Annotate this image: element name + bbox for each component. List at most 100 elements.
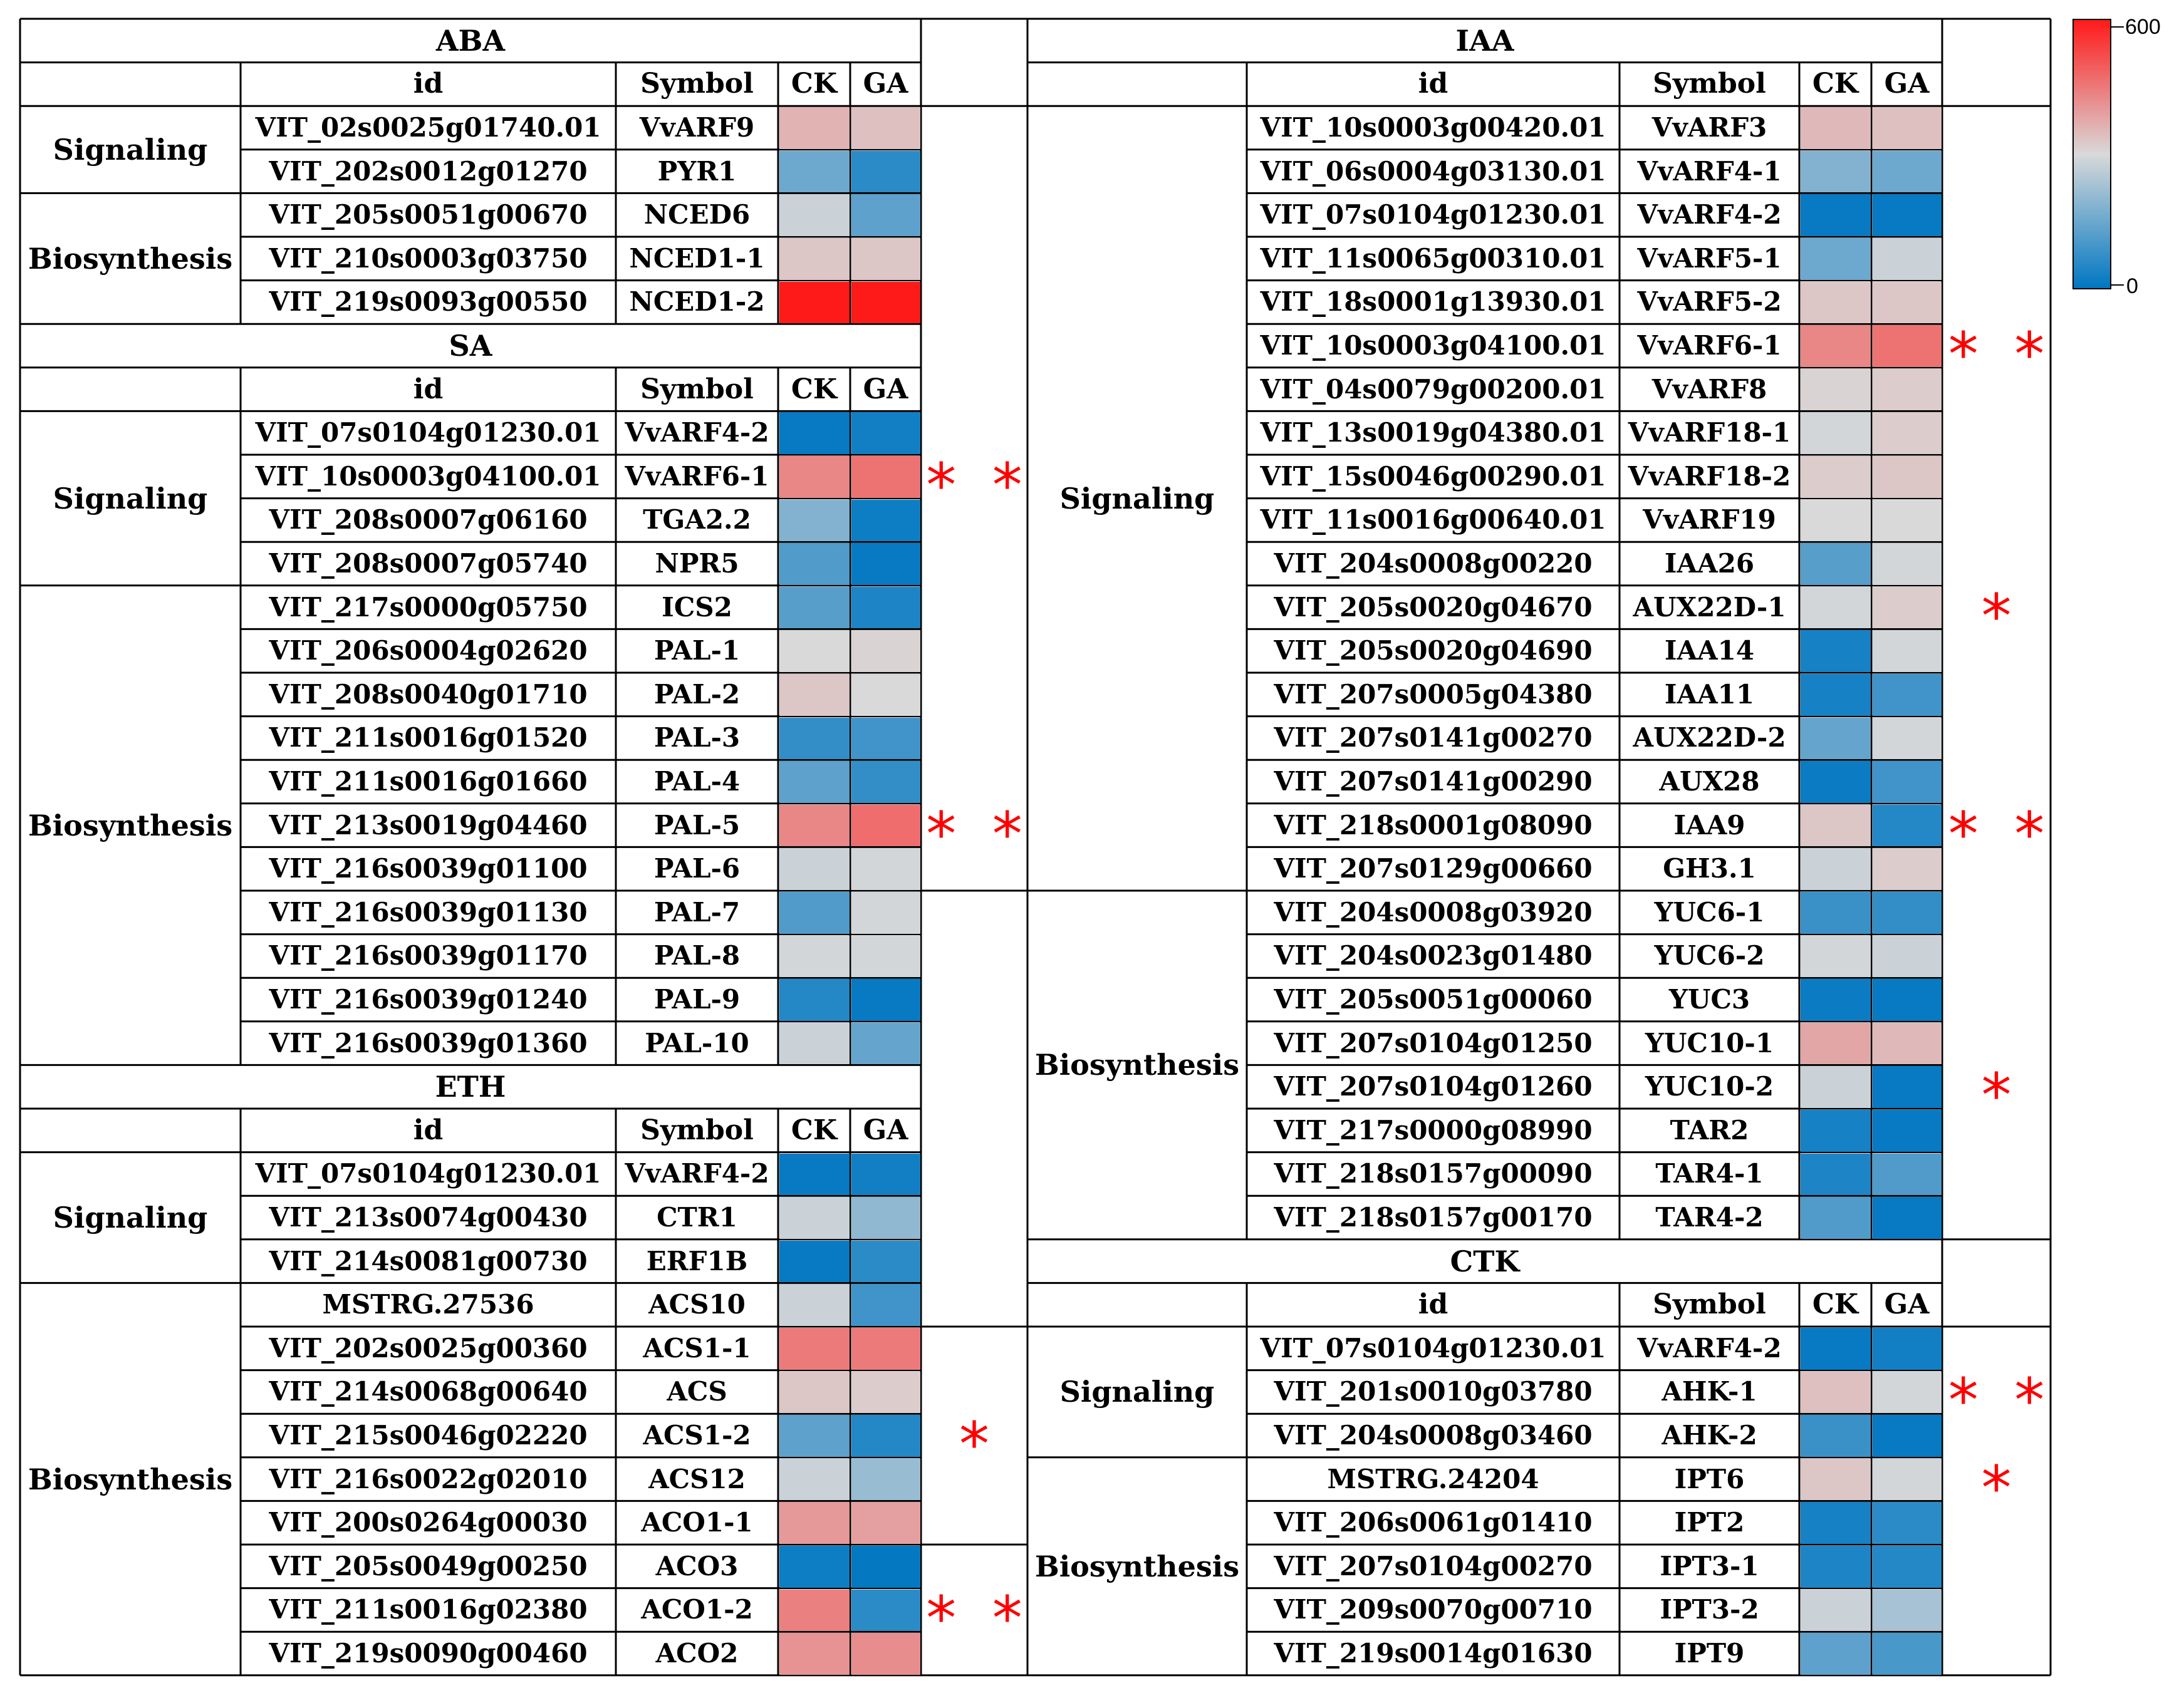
gene-id-cell: VIT_07s0104g01230.01 xyxy=(255,1158,601,1189)
heat-cell-ga xyxy=(1873,674,1942,716)
gene-symbol-cell: IPT2 xyxy=(1674,1507,1745,1538)
heat-cell-ga xyxy=(1873,979,1942,1021)
heat-cell-ck xyxy=(779,456,850,498)
heat-cell-ga xyxy=(851,935,920,978)
gene-symbol-cell: ICS2 xyxy=(662,591,732,623)
gene-id-cell: VIT_208s0007g05740 xyxy=(269,547,588,579)
gene-id-cell: VIT_216s0039g01130 xyxy=(269,896,588,928)
gene-id-cell: VIT_207s0129g00660 xyxy=(1274,853,1593,884)
heat-cell-ga xyxy=(851,1328,920,1370)
heat-cell-ck xyxy=(1801,1633,1871,1675)
gene-id-cell: VIT_10s0003g00420.01 xyxy=(1260,111,1606,143)
gene-id-cell: VIT_11s0016g00640.01 xyxy=(1260,504,1606,536)
heat-cell-ga xyxy=(1873,1371,1942,1414)
heat-cell-ck xyxy=(779,1240,850,1283)
heat-cell-ga xyxy=(1873,1328,1942,1370)
section-title-ctk: CTK xyxy=(1450,1244,1520,1278)
heat-cell-ga xyxy=(1873,412,1942,454)
heat-cell-ck xyxy=(1801,1502,1871,1544)
gene-symbol-cell: PAL-5 xyxy=(653,809,741,841)
heat-cell-ck xyxy=(1801,412,1871,454)
gene-symbol-cell: ACO1-2 xyxy=(641,1594,753,1625)
heat-cell-ck xyxy=(779,412,850,454)
gene-id-cell: VIT_07s0104g01230.01 xyxy=(255,417,601,448)
heat-cell-ck xyxy=(1801,1589,1871,1632)
heat-cell-ga xyxy=(851,281,920,324)
significance-stars: * * xyxy=(926,450,1022,520)
column-header-symbol: Symbol xyxy=(640,68,754,100)
gene-symbol-cell: IPT3-2 xyxy=(1660,1594,1759,1625)
heat-cell-ga xyxy=(1873,150,1942,193)
gene-symbol-cell: PAL-10 xyxy=(645,1027,749,1059)
heat-cell-ga xyxy=(1873,1546,1942,1588)
heat-cell-ck xyxy=(1801,804,1871,847)
gene-symbol-cell: PAL-8 xyxy=(653,940,741,971)
heat-cell-ga xyxy=(1873,1066,1942,1108)
gene-id-cell: VIT_214s0068g00640 xyxy=(269,1376,588,1407)
heat-cell-ga xyxy=(851,1153,920,1196)
heat-cell-ga xyxy=(851,761,920,803)
column-header-id: id xyxy=(413,68,444,100)
gene-symbol-cell: YUC3 xyxy=(1668,983,1750,1015)
heat-cell-ga xyxy=(1873,1153,1942,1196)
gene-symbol-cell: NCED6 xyxy=(643,199,751,230)
gene-symbol-cell: PAL-7 xyxy=(653,896,741,928)
gene-id-cell: VIT_11s0065g00310.01 xyxy=(1260,242,1606,274)
heat-cell-ck xyxy=(779,586,850,629)
heat-cell-ck xyxy=(1801,1022,1871,1065)
heat-cell-ck xyxy=(1801,1328,1871,1370)
heat-cell-ck xyxy=(1801,1110,1871,1152)
gene-symbol-cell: ACO2 xyxy=(655,1637,739,1669)
heat-cell-ck xyxy=(779,1633,850,1675)
colorbar-max-label: 600 xyxy=(2125,15,2161,39)
gene-symbol-cell: VvARF5-2 xyxy=(1637,286,1782,318)
gene-id-cell: VIT_207s0141g00270 xyxy=(1274,722,1593,753)
gene-id-cell: VIT_219s0090g00460 xyxy=(269,1637,588,1669)
gene-id-cell: VIT_210s0003g03750 xyxy=(269,242,588,274)
gene-id-cell: VIT_211s0016g01520 xyxy=(269,722,588,753)
heat-cell-ck xyxy=(779,848,850,890)
gene-id-cell: VIT_219s0093g00550 xyxy=(269,286,588,318)
gene-id-cell: VIT_207s0104g01260 xyxy=(1274,1071,1593,1102)
column-header-ga: GA xyxy=(863,68,908,100)
heat-cell-ga xyxy=(1873,892,1942,934)
gene-id-cell: VIT_214s0081g00730 xyxy=(269,1245,588,1276)
gene-symbol-cell: PAL-9 xyxy=(653,983,741,1015)
category-signaling-label: Signaling xyxy=(1059,481,1215,515)
gene-symbol-cell: AUX22D-2 xyxy=(1633,722,1786,753)
gene-id-cell: VIT_205s0049g00250 xyxy=(269,1550,588,1582)
heat-cell-ga xyxy=(851,499,920,542)
gene-id-cell: VIT_211s0016g02380 xyxy=(269,1594,588,1625)
heat-cell-ck xyxy=(1801,935,1871,978)
gene-id-cell: VIT_206s0004g02620 xyxy=(269,635,588,666)
heat-cell-ck xyxy=(779,194,850,236)
heat-cell-ck xyxy=(779,1589,850,1632)
gene-symbol-cell: VvARF4-2 xyxy=(625,417,769,448)
significance-stars: * xyxy=(1981,581,2012,651)
gene-symbol-cell: VvARF9 xyxy=(639,111,755,143)
heat-cell-ck xyxy=(779,1284,850,1326)
category-biosynthesis-label: Biosynthesis xyxy=(28,1462,233,1496)
heat-cell-ck xyxy=(1801,456,1871,498)
heat-cell-ck xyxy=(1801,1153,1871,1196)
gene-id-cell: VIT_215s0046g02220 xyxy=(269,1419,588,1451)
significance-stars: * xyxy=(1981,1452,2012,1523)
heat-cell-ga xyxy=(851,107,920,149)
heat-cell-ck xyxy=(779,717,850,760)
heat-cell-ck xyxy=(779,935,850,978)
gene-id-cell: VIT_204s0008g00220 xyxy=(1274,547,1593,579)
category-biosynthesis-label: Biosynthesis xyxy=(1034,1048,1240,1082)
column-header-ck: CK xyxy=(1812,1288,1859,1321)
gene-id-cell: VIT_204s0008g03920 xyxy=(1274,896,1593,928)
heat-cell-ga xyxy=(851,1546,920,1588)
column-header-symbol: Symbol xyxy=(640,373,754,405)
gene-id-cell: VIT_208s0007g06160 xyxy=(269,504,588,536)
column-header-ck: CK xyxy=(1812,68,1859,100)
heat-cell-ck xyxy=(1801,630,1871,672)
gene-symbol-cell: AHK-2 xyxy=(1661,1419,1757,1451)
gene-id-cell: VIT_218s0157g00170 xyxy=(1274,1201,1593,1233)
gene-symbol-cell: ACS xyxy=(667,1376,727,1407)
gene-symbol-cell: AUX28 xyxy=(1659,765,1760,797)
heat-cell-ck xyxy=(779,107,850,149)
